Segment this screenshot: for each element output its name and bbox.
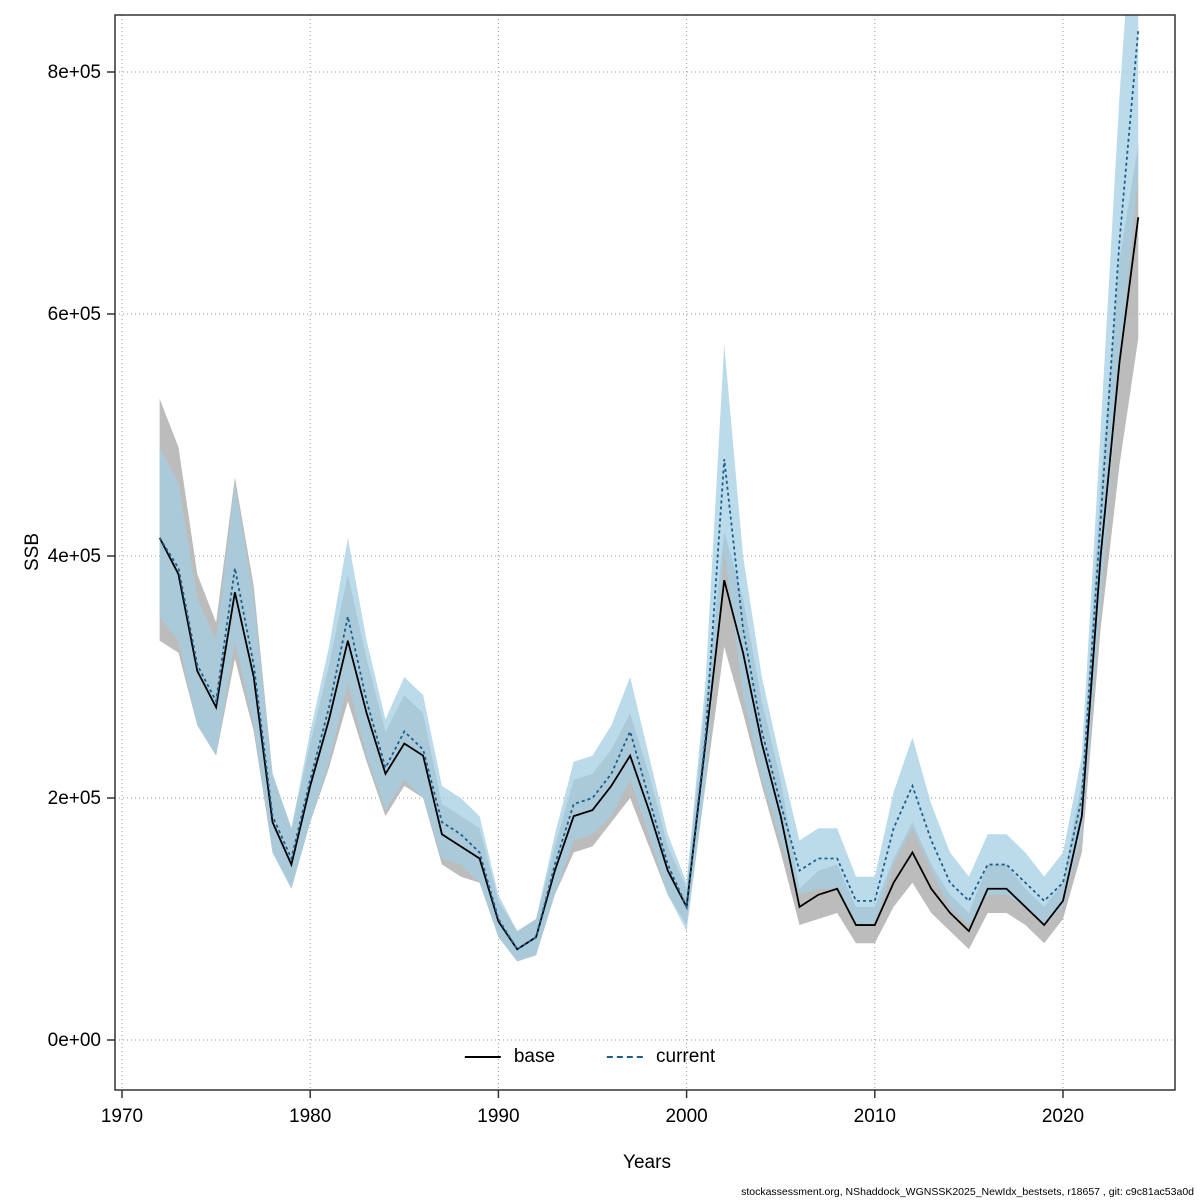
footer-caption: stockassessment.org, NShaddock_WGNSSK202… bbox=[741, 1186, 1194, 1198]
legend-line-sample-base bbox=[464, 1056, 501, 1058]
plot-border bbox=[114, 14, 1176, 1091]
legend-label-current: current bbox=[656, 1046, 716, 1067]
x-tick-label: 2020 bbox=[1042, 1106, 1084, 1127]
x-tick-label: 1980 bbox=[289, 1106, 331, 1127]
x-tick-label: 2010 bbox=[854, 1106, 896, 1127]
y-axis-title: SSB bbox=[22, 532, 43, 572]
confidence-band-current bbox=[159, 15, 1139, 962]
legend-line-sample-current bbox=[607, 1056, 644, 1058]
y-tick-label: 4e+05 bbox=[48, 546, 101, 567]
y-tick-label: 8e+05 bbox=[48, 62, 101, 83]
x-tick-label: 2000 bbox=[665, 1106, 707, 1127]
y-tick-label: 2e+05 bbox=[48, 788, 101, 809]
y-tick-label: 6e+05 bbox=[48, 304, 101, 325]
legend-item-base: base bbox=[464, 1046, 556, 1068]
y-tick-label: 0e+00 bbox=[48, 1030, 101, 1051]
legend-label-base: base bbox=[513, 1046, 556, 1067]
legend-item-current: current bbox=[607, 1046, 715, 1068]
series-line-current bbox=[158, 29, 1140, 951]
x-tick-label: 1970 bbox=[101, 1106, 143, 1127]
series-line-base bbox=[158, 217, 1140, 951]
x-axis-title: Years bbox=[623, 1152, 671, 1173]
legend: base current bbox=[464, 1046, 715, 1068]
x-tick-label: 1990 bbox=[477, 1106, 519, 1127]
